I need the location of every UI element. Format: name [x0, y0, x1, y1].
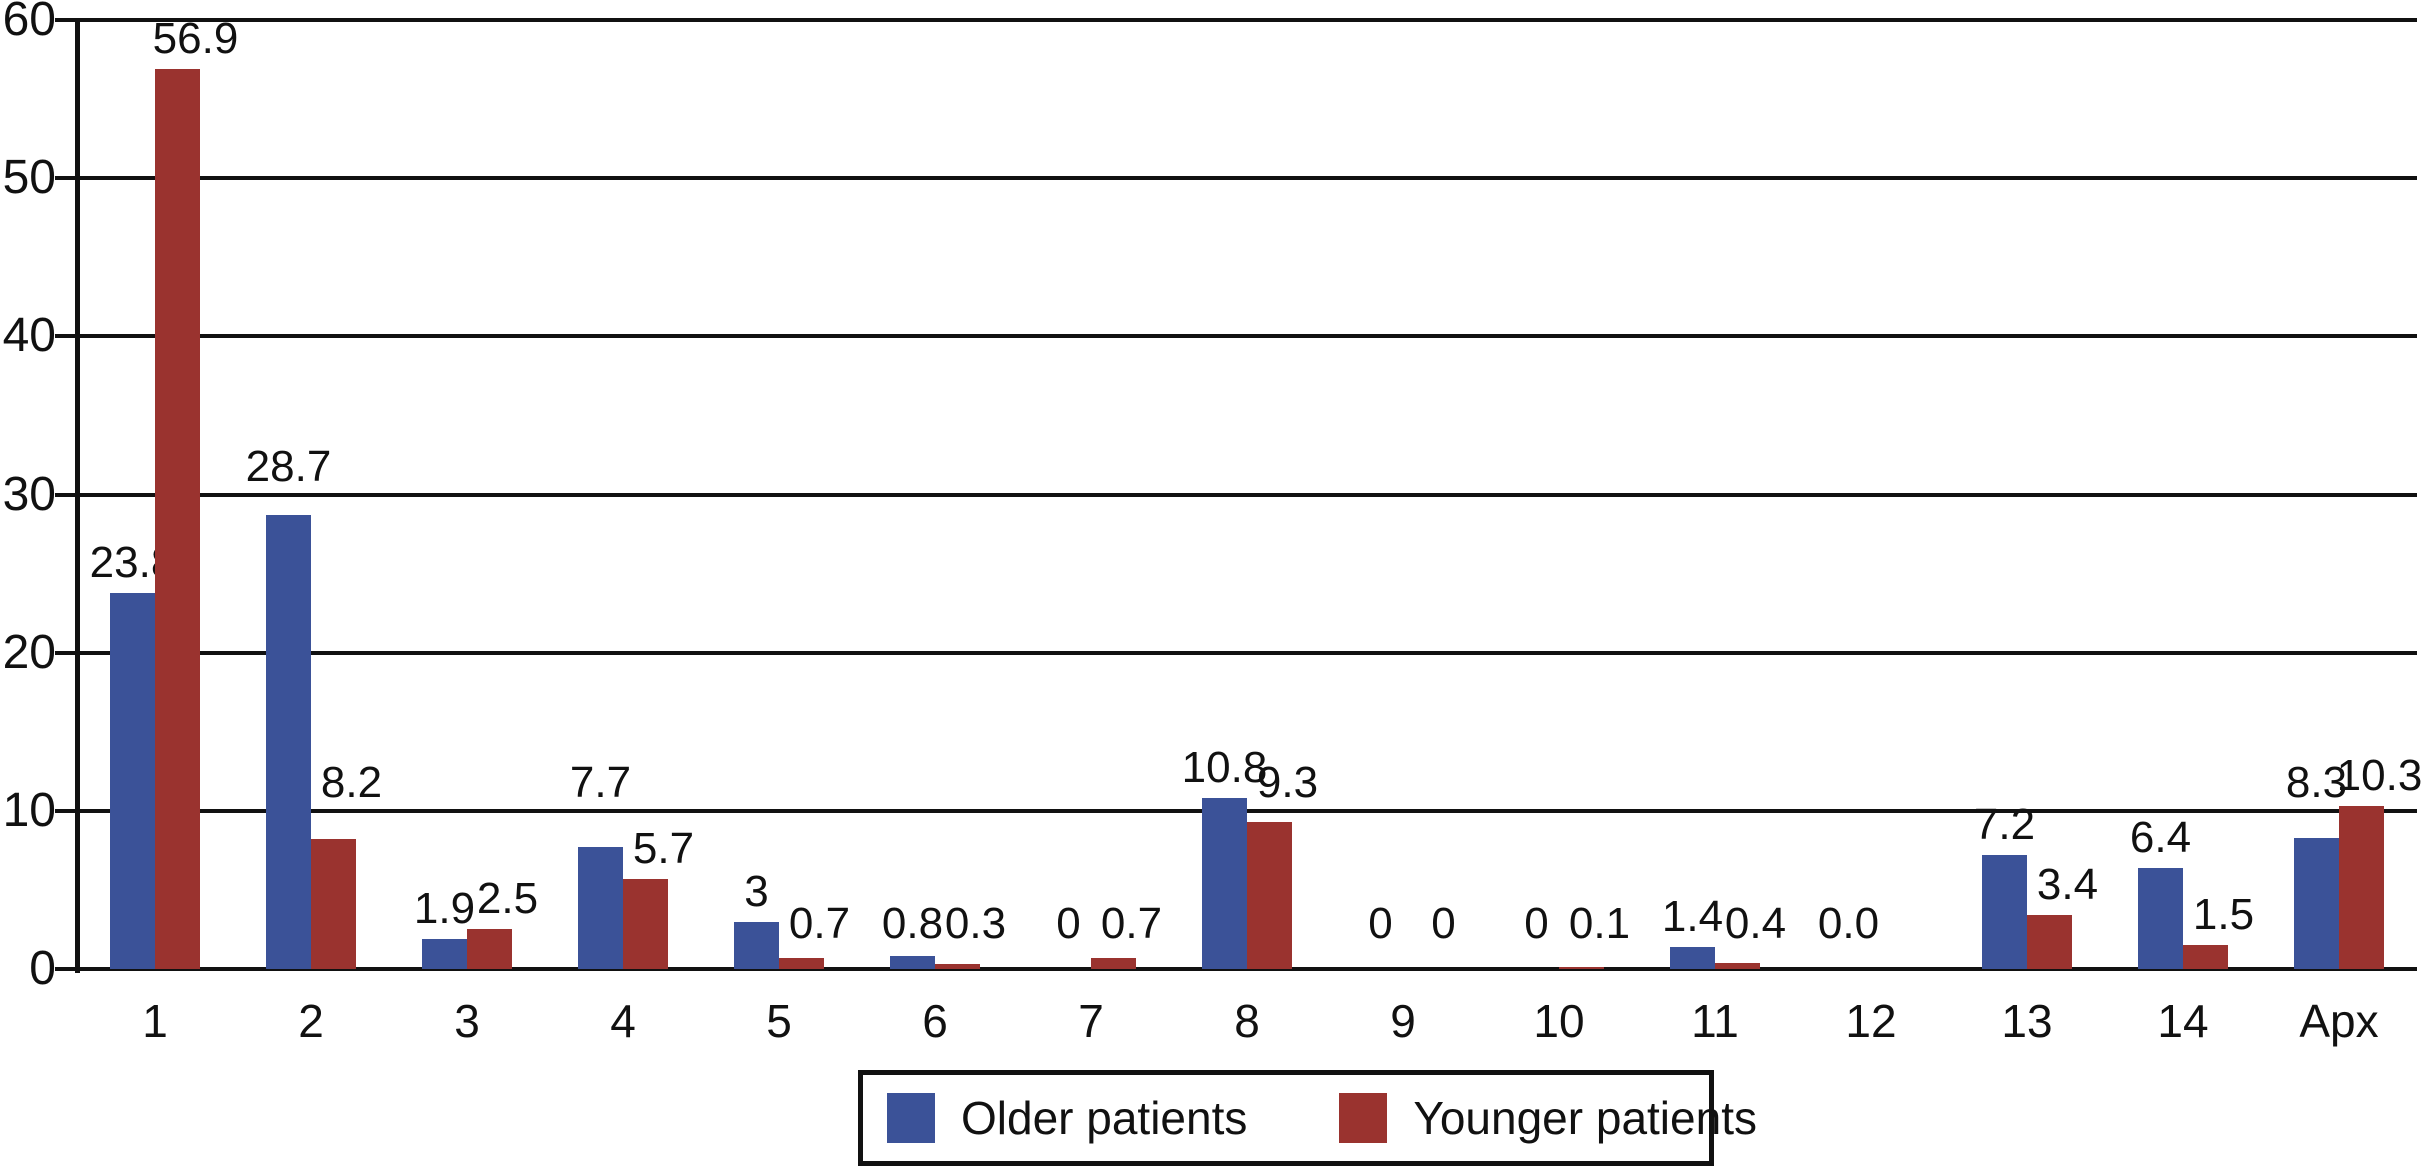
bar-older-6 [890, 956, 935, 969]
category-label-3: 3 [454, 995, 480, 1047]
gridline-30 [55, 492, 2417, 497]
category-label-14: 14 [2157, 995, 2209, 1047]
legend-item-older: Older patients [887, 1093, 1247, 1143]
value-label-younger-9: 0 [1431, 899, 1456, 948]
bar-older-11 [1670, 946, 1715, 969]
bar-younger-13 [2027, 915, 2072, 969]
value-label-older-14: 6.4 [2129, 812, 2192, 862]
gridline-60 [55, 18, 2417, 22]
gridline-40 [55, 334, 2417, 339]
category-label-4: 4 [610, 995, 636, 1047]
value-label-younger-14: 1.5 [2192, 890, 2255, 940]
value-label-older-12: 0.0 [1817, 899, 1880, 948]
category-label-13: 13 [2001, 995, 2053, 1047]
bar-older-2 [266, 515, 311, 969]
bar-older-14 [2138, 867, 2183, 969]
legend-label-older: Older patients [961, 1092, 1248, 1144]
value-label-older-2: 28.7 [245, 441, 332, 491]
bar-younger-6 [935, 964, 980, 969]
value-label-older-13: 7.2 [1973, 800, 2036, 850]
y-tick-label-30: 30 [2, 467, 56, 521]
value-label-younger-11: 0.4 [1724, 899, 1787, 948]
value-label-younger-4: 5.7 [632, 823, 695, 873]
bar-younger-8 [1247, 821, 1292, 969]
category-label-7: 7 [1078, 995, 1104, 1047]
bar-younger-5 [779, 957, 824, 969]
gridline-20 [55, 650, 2417, 655]
value-label-older-7: 0 [1056, 899, 1081, 948]
value-label-younger-7: 0.7 [1100, 899, 1163, 948]
value-label-younger-10: 0.1 [1568, 899, 1631, 948]
category-label-5: 5 [766, 995, 792, 1047]
category-label-2: 2 [298, 995, 324, 1047]
value-label-older-9: 0 [1368, 899, 1393, 948]
value-label-younger-1: 56.9 [152, 14, 239, 64]
bar-older-4 [578, 847, 623, 969]
value-label-younger-3: 2.5 [476, 874, 539, 924]
category-label-1: 1 [142, 995, 168, 1047]
value-label-younger-8: 9.3 [1256, 757, 1319, 807]
value-label-older-10: 0 [1524, 899, 1549, 948]
legend-item-younger: Younger patients [1339, 1093, 1757, 1143]
value-label-younger-6: 0.3 [944, 899, 1007, 948]
y-tick-label-10: 10 [2, 783, 56, 837]
bar-younger-2 [311, 839, 356, 969]
value-label-older-Apx: 8.3 [2285, 757, 2348, 807]
value-label-older-5: 3 [744, 866, 769, 916]
bar-younger-Apx [2339, 806, 2384, 969]
category-label-10: 10 [1533, 995, 1585, 1047]
bar-younger-11 [1715, 962, 1760, 969]
category-label-9: 9 [1390, 995, 1416, 1047]
y-axis-line [75, 18, 80, 973]
bar-older-1 [110, 592, 155, 969]
value-label-older-3: 1.9 [413, 883, 476, 933]
bar-younger-3 [467, 929, 512, 969]
category-label-8: 8 [1234, 995, 1260, 1047]
gridline-0 [55, 967, 2417, 971]
bar-younger-14 [2183, 945, 2228, 969]
value-label-younger-13: 3.4 [2036, 860, 2099, 910]
bar-younger-7 [1091, 957, 1136, 969]
bar-younger-1 [155, 69, 200, 969]
bar-older-5 [734, 921, 779, 969]
y-tick-label-40: 40 [2, 309, 56, 363]
value-label-older-11: 1.4 [1661, 891, 1724, 941]
older-patients-swatch-icon [887, 1093, 935, 1143]
y-tick-label-0: 0 [29, 942, 56, 995]
legend-box: Older patients Younger patients [858, 1070, 1757, 1166]
younger-patients-swatch-icon [1339, 1093, 1388, 1143]
value-label-older-4: 7.7 [569, 757, 632, 807]
value-label-older-8: 10.8 [1181, 743, 1268, 793]
category-label-Apx: Apx [2299, 995, 2379, 1047]
y-tick-label-60: 60 [2, 0, 56, 46]
bar-older-13 [1982, 855, 2027, 969]
bar-younger-4 [623, 878, 668, 969]
category-label-12: 12 [1845, 995, 1897, 1047]
value-label-younger-Apx: 10.3 [2336, 751, 2421, 801]
value-label-younger-2: 8.2 [320, 757, 383, 807]
y-tick-label-20: 20 [2, 625, 56, 679]
category-label-11: 11 [1691, 995, 1739, 1047]
value-label-older-6: 0.8 [881, 899, 944, 948]
category-label-6: 6 [922, 995, 948, 1047]
bar-younger-10 [1559, 967, 1604, 969]
legend-label-younger: Younger patients [1413, 1092, 1757, 1144]
bar-older-3 [422, 938, 467, 969]
bar-older-8 [1202, 798, 1247, 969]
value-label-younger-5: 0.7 [788, 899, 851, 948]
gridline-50 [55, 176, 2417, 181]
bar-older-Apx [2294, 837, 2339, 969]
y-tick-label-50: 50 [2, 151, 56, 205]
